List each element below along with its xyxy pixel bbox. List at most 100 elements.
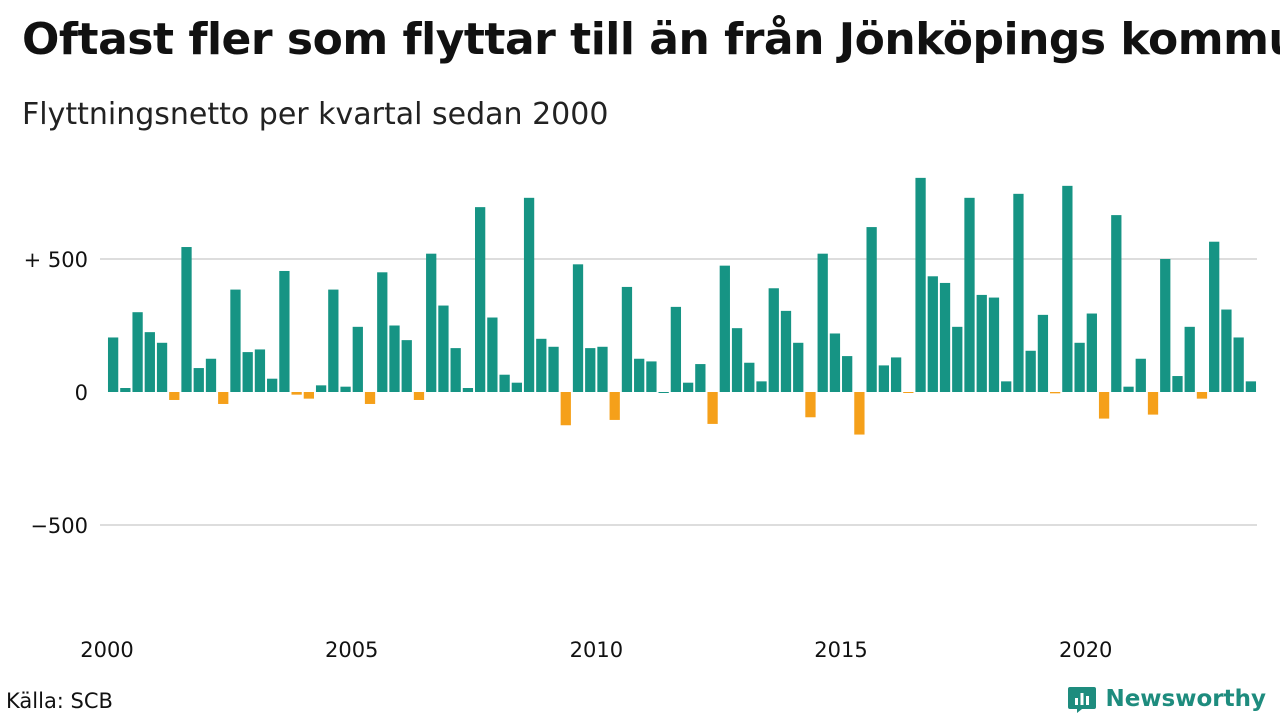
bar: 2009 Q3: 480 (572, 264, 584, 392)
bar: 2010 Q4: 125 (634, 358, 645, 392)
bar: 2010 Q2: -105 (609, 392, 620, 420)
source-note: Källa: SCB (6, 689, 113, 713)
bar: 2021 Q1: 125 (1135, 358, 1146, 392)
bar: 2012 Q4: 240 (731, 328, 743, 392)
bar: 2018 Q4: 155 (1025, 350, 1036, 392)
bar: 2019 Q1: 290 (1037, 314, 1049, 392)
bar: 2018 Q3: 745 (1013, 193, 1024, 392)
bar: 2022 Q3: 565 (1209, 241, 1220, 392)
bar: 2001 Q2: -30 (169, 392, 180, 400)
bar: 2020 Q3: 665 (1111, 215, 1122, 392)
bar: 2009 Q1: 170 (548, 346, 559, 392)
x-tick-label: 2005 (325, 638, 378, 662)
bar: 2021 Q4: 60 (1172, 376, 1183, 392)
bar: 2010 Q1: 170 (597, 346, 608, 392)
brand-name: Newsworthy (1105, 686, 1266, 712)
bar-chart: 2000 Q1: 2052000 Q2: 152000 Q3: 3002000 … (24, 177, 1257, 662)
bar: 2010 Q3: 395 (621, 286, 633, 392)
bar: 2007 Q1: 165 (450, 348, 461, 392)
bar: 2003 Q3: 455 (279, 270, 290, 392)
chart-subtitle: Flyttningsnetto per kvartal sedan 2000 (22, 97, 609, 132)
bar: 2008 Q3: 730 (523, 197, 535, 392)
bar: 2003 Q2: 50 (267, 378, 278, 392)
bar: 2008 Q2: 35 (511, 382, 522, 392)
bar: 2020 Q1: 295 (1086, 313, 1097, 392)
bar: 2012 Q2: -120 (707, 392, 718, 424)
bar: 2014 Q4: 220 (829, 333, 841, 392)
bar: 2008 Q1: 65 (499, 374, 510, 392)
bar: 2017 Q3: 730 (964, 197, 975, 392)
bar: 2004 Q1: -25 (303, 392, 314, 399)
bar: 2020 Q2: -100 (1098, 392, 1110, 419)
bar: 2007 Q2: 15 (462, 388, 474, 392)
bar: 2006 Q1: 195 (401, 340, 412, 392)
bar: 2012 Q1: 105 (695, 364, 706, 392)
bar: 2017 Q4: 365 (976, 294, 987, 392)
bar: 2017 Q1: 410 (939, 282, 951, 392)
bar: 2009 Q4: 165 (585, 348, 596, 392)
bar: 2023 Q2: 40 (1245, 381, 1257, 392)
bar: 2022 Q2: -25 (1196, 392, 1208, 399)
bar: 2012 Q3: 475 (719, 265, 730, 392)
bar: 2013 Q3: 390 (768, 288, 779, 392)
bar: 2005 Q4: 250 (389, 325, 400, 392)
bar: 2018 Q1: 355 (988, 297, 1000, 392)
bar: 2003 Q4: -10 (291, 392, 302, 395)
bar: 2019 Q2: -5 (1050, 392, 1061, 394)
bar: 2005 Q2: -45 (364, 392, 376, 404)
bar: 2005 Q3: 450 (377, 272, 388, 392)
bar: 2015 Q1: 135 (842, 356, 853, 392)
bar: 2000 Q3: 300 (132, 312, 143, 392)
bar: 2014 Q3: 520 (817, 253, 828, 392)
x-tick-label: 2010 (570, 638, 623, 662)
bar: 2011 Q3: 320 (670, 306, 682, 392)
bar: 2003 Q1: 160 (254, 349, 266, 392)
bar: 2006 Q2: -30 (413, 392, 425, 400)
bar: 2011 Q1: 115 (646, 361, 657, 392)
bar: 2004 Q3: 385 (328, 289, 339, 392)
bar: 2006 Q3: 520 (426, 253, 437, 392)
y-tick-label: −500 (30, 514, 88, 538)
bar: 2020 Q4: 20 (1123, 386, 1134, 392)
bar: 2019 Q3: 775 (1062, 185, 1073, 392)
bar-chart-logo-icon (1068, 687, 1097, 713)
bar: 2002 Q4: 150 (242, 352, 253, 392)
bar: 2011 Q4: 35 (682, 382, 694, 392)
bar: 2007 Q3: 695 (475, 207, 486, 392)
bar: 2021 Q3: 500 (1160, 259, 1171, 392)
bar: 2004 Q2: 25 (315, 385, 327, 392)
bar: 2011 Q2: 0 (658, 392, 669, 393)
bar: 2014 Q2: -95 (805, 392, 816, 418)
chart-title: Oftast fler som flyttar till än från Jön… (22, 14, 1280, 65)
bar: 2000 Q2: 15 (120, 388, 131, 392)
bar: 2002 Q2: -45 (218, 392, 229, 404)
bar: 2022 Q4: 310 (1221, 309, 1232, 392)
bar: 2021 Q2: -85 (1147, 392, 1159, 415)
bar: 2017 Q2: 245 (952, 326, 963, 392)
bar: 2015 Q4: 100 (878, 365, 889, 392)
bar: 2023 Q1: 205 (1233, 337, 1244, 392)
y-tick-label: + 500 (24, 248, 88, 272)
bar: 2016 Q2: -3 (903, 392, 914, 393)
bar: 2019 Q4: 185 (1074, 342, 1085, 392)
y-axis-labels: + 500 0 −500 (24, 248, 88, 538)
bars: 2000 Q1: 2052000 Q2: 152000 Q3: 3002000 … (107, 177, 1257, 435)
bar: 2000 Q4: 225 (144, 332, 155, 392)
bar: 2018 Q2: 40 (1001, 381, 1012, 392)
bar: 2022 Q1: 245 (1184, 326, 1195, 392)
bar: 2001 Q3: 545 (181, 247, 192, 392)
bar: 2007 Q4: 280 (487, 317, 498, 392)
bar: 2013 Q1: 110 (744, 362, 755, 392)
brand-logo: Newsworthy (1067, 684, 1266, 714)
bar: 2002 Q1: 125 (205, 358, 217, 392)
x-axis-labels: 2000 2005 2010 2015 2020 (80, 638, 1112, 662)
bar: 2014 Q1: 185 (793, 342, 804, 392)
bar: 2015 Q2: -160 (854, 392, 865, 435)
bar: 2015 Q3: 620 (866, 227, 877, 392)
bar: 2013 Q2: 40 (756, 381, 767, 392)
bar: 2001 Q4: 90 (193, 368, 204, 392)
bar: 2016 Q4: 435 (927, 276, 938, 392)
bar: 2000 Q1: 205 (107, 337, 119, 392)
y-tick-label: 0 (75, 381, 88, 405)
x-tick-label: 2015 (814, 638, 867, 662)
